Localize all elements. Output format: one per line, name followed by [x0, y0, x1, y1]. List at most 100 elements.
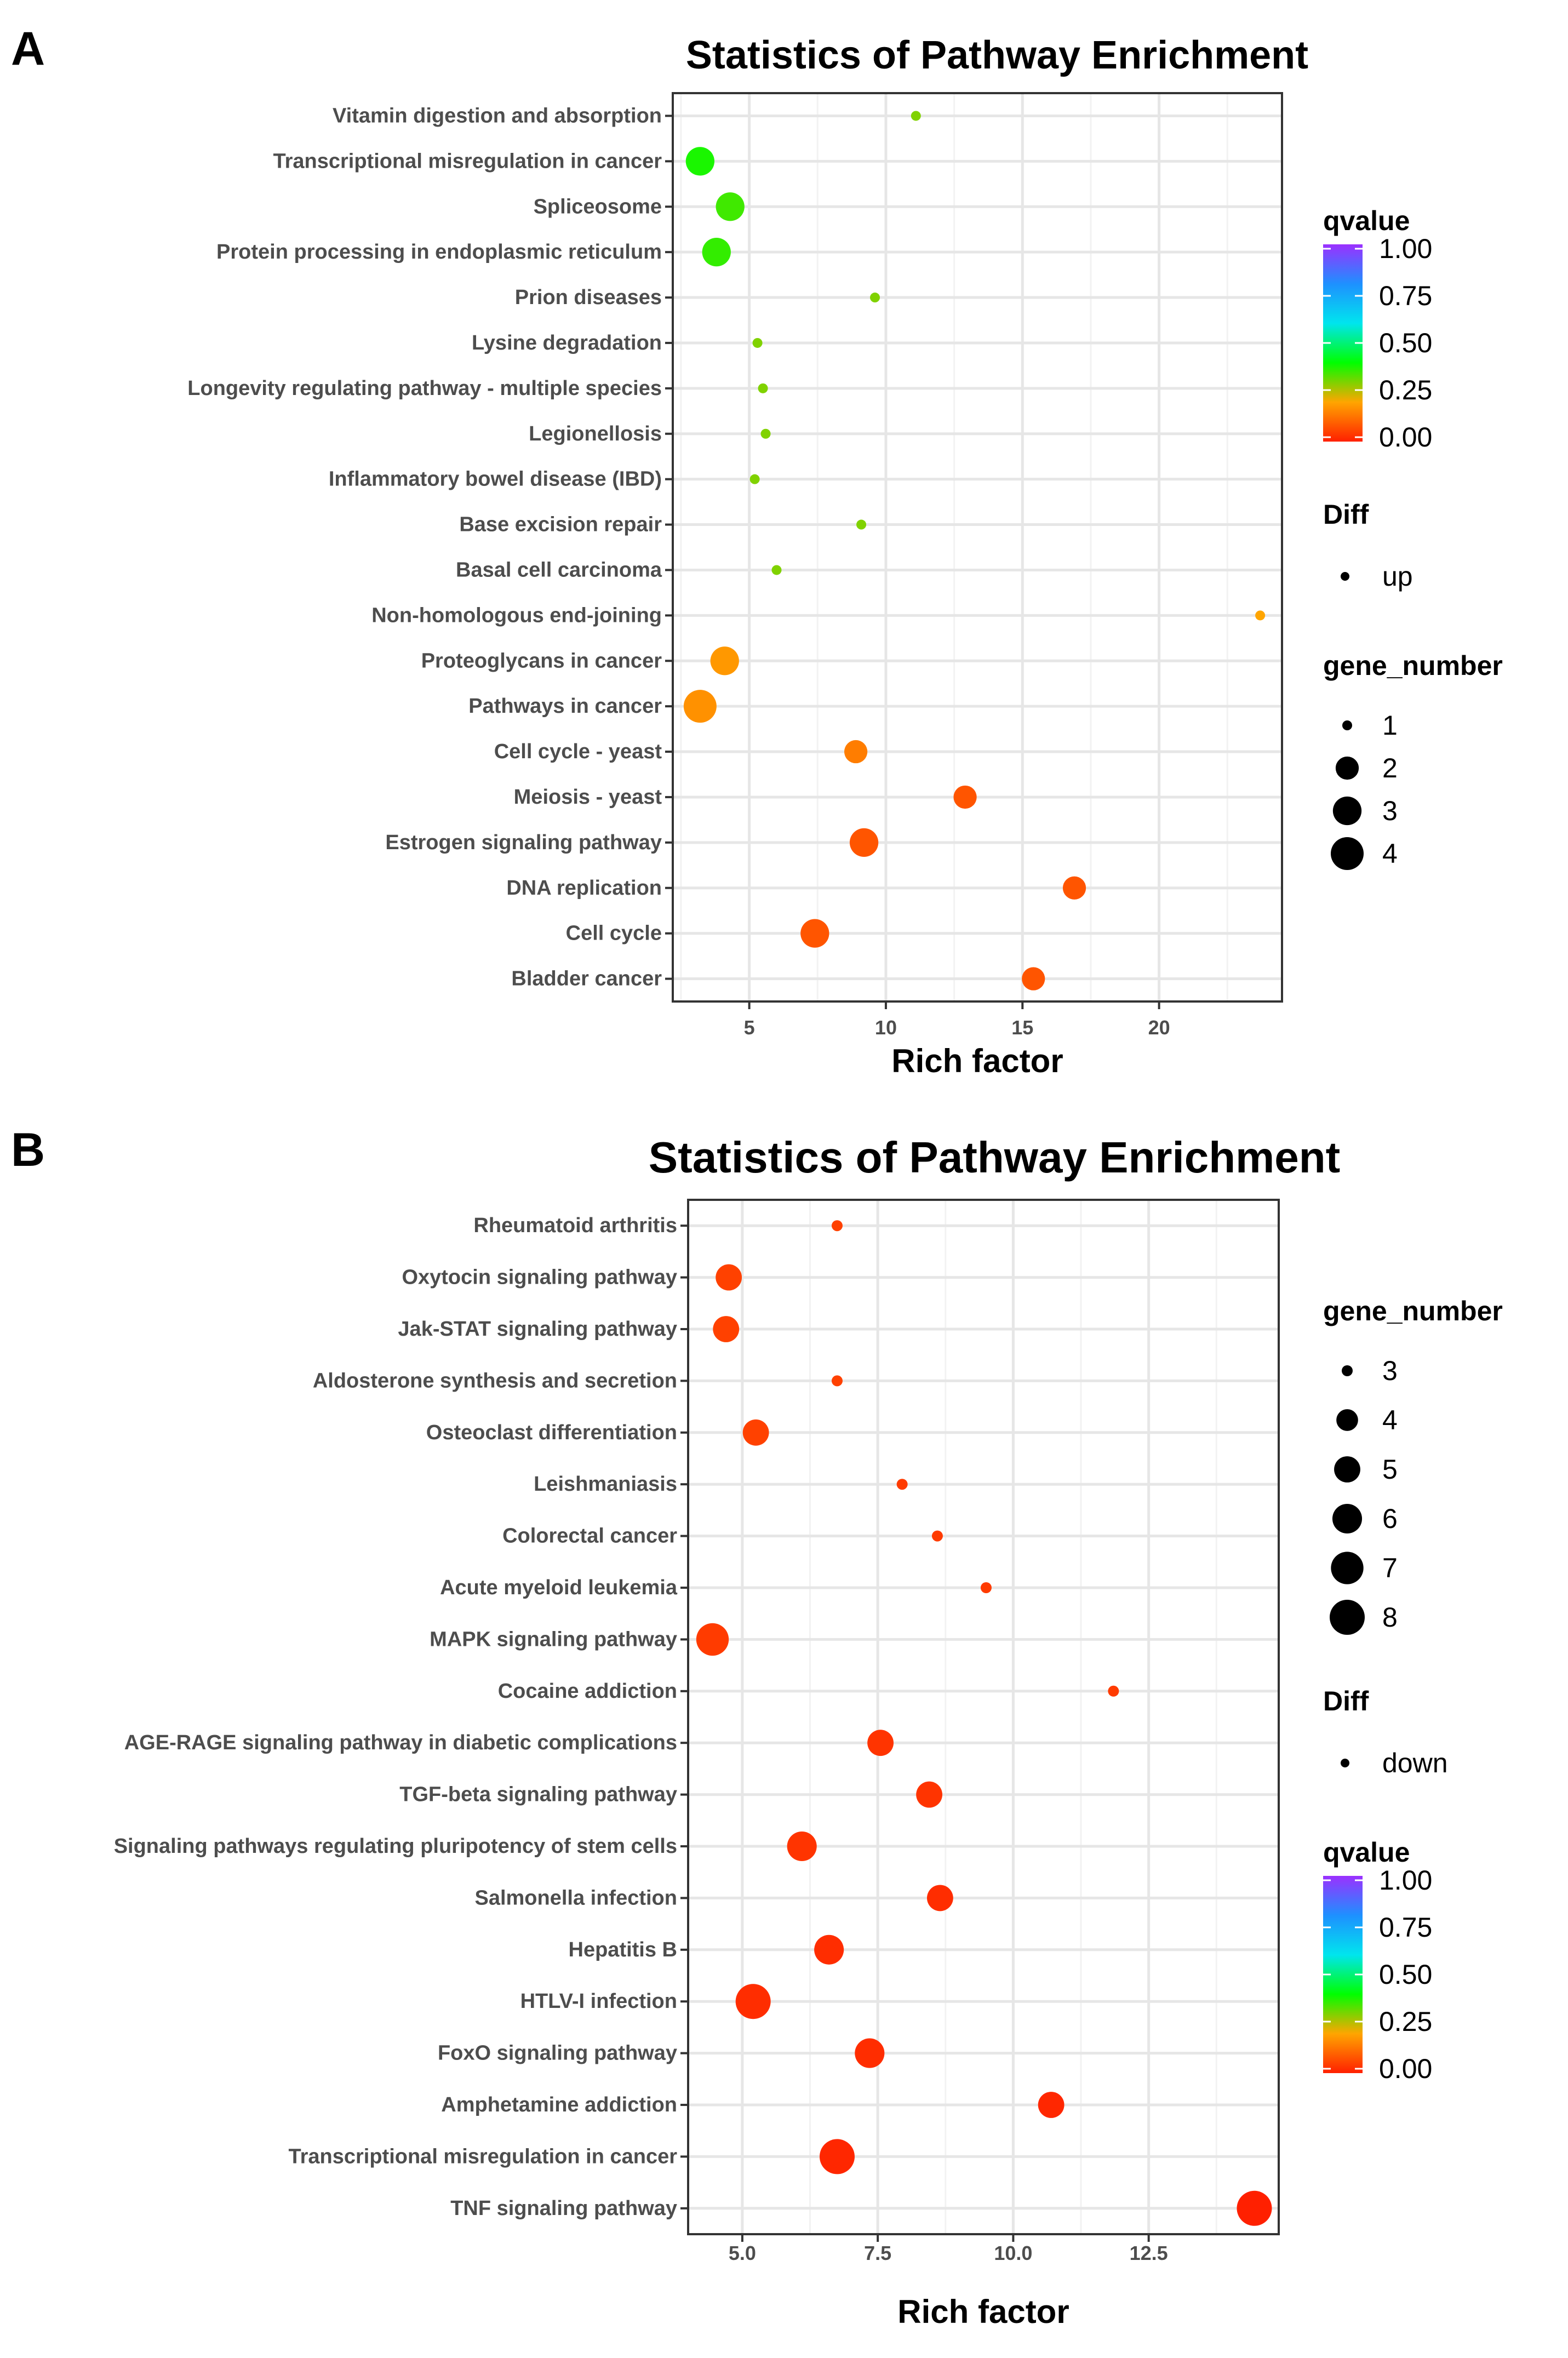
- legend-size-key: [1331, 1552, 1364, 1584]
- plot-panel-border: [687, 1199, 1280, 2235]
- y-tick-label: Leishmaniasis: [534, 1473, 677, 1496]
- y-tick-label: Proteoglycans in cancer: [421, 649, 662, 672]
- plot-panel-background: [673, 93, 1282, 1001]
- x-tick-label: 20: [1148, 1016, 1170, 1039]
- legend-size-label: 3: [1382, 795, 1398, 826]
- legend-size-key: [1342, 720, 1352, 730]
- y-tick-label: Jak-STAT signaling pathway: [398, 1318, 677, 1341]
- y-tick-label: Signaling pathways regulating pluripoten…: [114, 1835, 677, 1858]
- y-tick-label: Salmonella infection: [474, 1886, 677, 1909]
- data-point: [685, 147, 715, 176]
- legend-size-label: 4: [1382, 838, 1398, 869]
- data-point: [1062, 876, 1086, 900]
- data-point: [896, 1479, 908, 1490]
- data-point: [856, 519, 867, 530]
- legend-qvalue-label: 0.75: [1379, 1912, 1432, 1943]
- y-tick-label: Inflammatory bowel disease (IBD): [329, 468, 662, 491]
- y-tick-label: TNF signaling pathway: [450, 2197, 677, 2220]
- y-tick-label: Oxytocin signaling pathway: [402, 1266, 677, 1289]
- legend-size-key: [1334, 1456, 1360, 1483]
- legend-diff-label: down: [1382, 1748, 1448, 1778]
- legend-size-label: 5: [1382, 1454, 1398, 1485]
- plot-panel-background: [688, 1200, 1279, 2234]
- data-point: [926, 1885, 953, 1911]
- legend-qvalue-label: 0.25: [1379, 2006, 1432, 2037]
- y-tick-label: DNA replication: [506, 877, 662, 900]
- y-tick-label: Vitamin digestion and absorption: [333, 104, 662, 127]
- legend-diff-key: [1341, 1759, 1349, 1767]
- data-point: [735, 1984, 771, 2019]
- legend-qvalue-label: 0.25: [1379, 375, 1432, 405]
- plot-panel-border: [672, 92, 1283, 1003]
- chart-title: Statistics of Pathway Enrichment: [686, 33, 1308, 77]
- legend-qvalue-title: qvalue: [1323, 205, 1410, 236]
- legend-qvalue-label: 0.50: [1379, 1959, 1432, 1990]
- y-tick-label: Legionellosis: [529, 422, 662, 445]
- data-point: [758, 383, 768, 393]
- data-point: [742, 1419, 769, 1446]
- legend-size-label: 2: [1382, 753, 1398, 783]
- y-tick-label: Transcriptional misregulation in cancer: [288, 2145, 677, 2168]
- legend-size-label: 4: [1382, 1405, 1398, 1435]
- legend-size-key: [1330, 1600, 1365, 1635]
- data-point: [855, 2038, 885, 2068]
- legend-size-key: [1332, 1503, 1363, 1534]
- y-tick-label: Prion diseases: [515, 286, 662, 309]
- y-tick-label: Transcriptional misregulation in cancer: [273, 150, 662, 173]
- data-point: [752, 337, 763, 348]
- y-tick-label: Amphetamine addiction: [441, 2093, 677, 2116]
- y-tick-label: Cell cycle - yeast: [494, 740, 662, 763]
- data-point: [1237, 2190, 1272, 2226]
- legend-qvalue-title: qvalue: [1323, 1837, 1410, 1868]
- x-axis-title: Rich factor: [891, 1043, 1063, 1079]
- legend-qvalue-label: 0.75: [1379, 281, 1432, 311]
- y-tick-label: Lysine degradation: [472, 331, 662, 354]
- data-point: [849, 828, 879, 857]
- x-tick-label: 12.5: [1130, 2242, 1168, 2264]
- legend-size-label: 7: [1382, 1553, 1398, 1583]
- data-point: [953, 785, 977, 809]
- data-point: [696, 1623, 729, 1656]
- data-point: [683, 690, 717, 723]
- data-point: [702, 238, 731, 267]
- data-point: [911, 111, 921, 121]
- legend-size-title: gene_number: [1323, 650, 1503, 681]
- data-point: [800, 919, 829, 948]
- legend-qvalue-label: 1.00: [1379, 233, 1432, 264]
- y-tick-label: Pathways in cancer: [468, 695, 662, 718]
- y-tick-label: FoxO signaling pathway: [438, 2042, 677, 2065]
- data-point: [931, 1530, 943, 1542]
- y-tick-label: Spliceosome: [534, 195, 662, 218]
- legend-size-key: [1342, 1365, 1353, 1376]
- chart-title: Statistics of Pathway Enrichment: [649, 1133, 1341, 1182]
- y-tick-label: Acute myeloid leukemia: [440, 1576, 678, 1599]
- legend-qvalue-label: 0.50: [1379, 328, 1432, 358]
- y-tick-label: Longevity regulating pathway - multiple …: [187, 377, 662, 400]
- y-tick-label: Osteoclast differentiation: [426, 1421, 677, 1444]
- x-tick-label: 15: [1011, 1016, 1033, 1039]
- data-point: [1038, 2092, 1065, 2118]
- panel-b-chart: Statistics of Pathway Enrichment Rheumato…: [114, 1133, 1503, 2330]
- x-tick-label: 5: [744, 1016, 755, 1039]
- panel-a-letter: A: [11, 22, 45, 75]
- data-point: [1108, 1685, 1119, 1697]
- data-point: [716, 192, 745, 221]
- legend-qvalue-label: 0.00: [1379, 422, 1432, 453]
- legend-size-label: 8: [1382, 1602, 1398, 1633]
- panel-a-chart: Statistics of Pathway Enrichment Vitamin …: [187, 33, 1503, 1079]
- data-point: [916, 1781, 943, 1808]
- x-tick-label: 10: [875, 1016, 897, 1039]
- legend-diff-title: Diff: [1323, 1686, 1369, 1716]
- y-tick-label: Estrogen signaling pathway: [385, 831, 662, 854]
- data-point: [760, 428, 771, 439]
- x-axis-title: Rich factor: [897, 2293, 1069, 2330]
- y-tick-label: Aldosterone synthesis and secretion: [313, 1369, 677, 1392]
- y-tick-label: MAPK signaling pathway: [430, 1628, 677, 1651]
- legend-diff-label: up: [1382, 561, 1413, 592]
- y-tick-label: TGF-beta signaling pathway: [399, 1783, 677, 1806]
- x-tick-label: 5.0: [729, 2242, 756, 2264]
- y-tick-label: Bladder cancer: [511, 968, 662, 991]
- y-tick-label: Hepatitis B: [569, 1938, 677, 1961]
- y-tick-label: Colorectal cancer: [502, 1525, 677, 1548]
